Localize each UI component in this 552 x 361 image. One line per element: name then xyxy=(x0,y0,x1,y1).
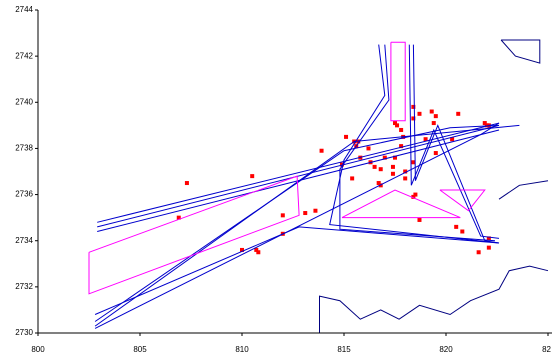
point xyxy=(417,111,422,116)
point xyxy=(344,134,349,139)
point xyxy=(476,250,481,255)
point xyxy=(280,213,285,218)
y-tick-label: 2742 xyxy=(15,51,33,60)
y-tick-label: 2740 xyxy=(15,97,33,106)
y-tick-label: 2734 xyxy=(15,236,33,245)
track-line xyxy=(94,124,500,322)
x-tick-label: 810 xyxy=(235,345,249,354)
point xyxy=(372,164,377,169)
point xyxy=(454,224,459,229)
point xyxy=(403,176,408,181)
point xyxy=(486,236,491,241)
x-tick-label: 800 xyxy=(31,345,45,354)
y-tick-label: 2732 xyxy=(15,282,33,291)
point xyxy=(184,181,189,186)
point xyxy=(433,151,438,156)
point xyxy=(256,250,261,255)
point xyxy=(390,171,395,176)
y-tick-label: 2738 xyxy=(15,144,33,153)
point xyxy=(482,121,487,126)
point xyxy=(460,229,465,234)
point xyxy=(250,174,255,179)
point xyxy=(433,114,438,119)
x-tick-label: 805 xyxy=(133,345,147,354)
x-tick-label: 815 xyxy=(337,345,351,354)
point xyxy=(484,123,489,128)
point xyxy=(429,109,434,114)
point xyxy=(303,211,308,216)
track-line xyxy=(439,189,486,212)
point xyxy=(417,217,422,222)
track-line xyxy=(88,175,300,295)
point xyxy=(378,167,383,172)
point xyxy=(413,192,418,197)
y-tick-label: 2744 xyxy=(15,5,33,14)
track-line xyxy=(341,189,461,219)
point xyxy=(176,215,181,220)
point xyxy=(319,148,324,153)
point xyxy=(456,111,461,116)
track-line xyxy=(412,44,500,244)
point xyxy=(423,137,428,142)
point xyxy=(366,146,371,151)
x-tick-label: 82 xyxy=(542,345,551,354)
point xyxy=(399,144,404,149)
track-line xyxy=(319,265,549,333)
track-line xyxy=(94,122,500,329)
point xyxy=(240,247,244,252)
point xyxy=(450,137,455,142)
point xyxy=(411,104,416,109)
point xyxy=(313,208,318,213)
track-line xyxy=(498,180,549,200)
point xyxy=(486,245,491,250)
track-line xyxy=(97,122,500,223)
point xyxy=(411,116,416,121)
point xyxy=(376,181,381,186)
point xyxy=(350,176,355,181)
track-line xyxy=(94,226,500,315)
point xyxy=(411,160,416,165)
point xyxy=(254,247,259,252)
track-line xyxy=(339,44,496,242)
y-tick-label: 2730 xyxy=(15,328,33,337)
x-tick-label: 820 xyxy=(439,345,453,354)
point xyxy=(395,123,400,128)
point xyxy=(399,127,404,132)
point xyxy=(393,121,397,126)
point xyxy=(390,164,395,169)
track-line xyxy=(500,39,541,64)
track-line xyxy=(408,44,500,239)
track-line xyxy=(329,44,500,244)
point xyxy=(382,155,387,160)
point xyxy=(431,121,436,126)
y-tick-label: 2736 xyxy=(15,190,33,199)
point xyxy=(411,194,416,199)
point xyxy=(393,155,397,160)
point xyxy=(403,169,408,174)
track-line xyxy=(97,129,500,232)
track-line xyxy=(390,41,406,122)
track-line xyxy=(97,124,500,228)
track-line xyxy=(94,124,520,327)
